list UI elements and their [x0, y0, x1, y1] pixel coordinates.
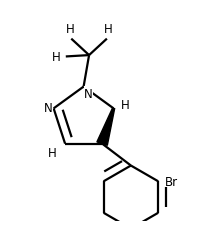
Polygon shape	[97, 109, 115, 146]
Text: H: H	[52, 51, 61, 64]
Text: H: H	[120, 98, 129, 111]
Text: Br: Br	[165, 175, 178, 188]
Text: H: H	[48, 147, 57, 160]
Text: N: N	[84, 87, 93, 101]
Text: H: H	[104, 23, 113, 36]
Text: N: N	[44, 101, 52, 114]
Text: H: H	[65, 23, 74, 36]
